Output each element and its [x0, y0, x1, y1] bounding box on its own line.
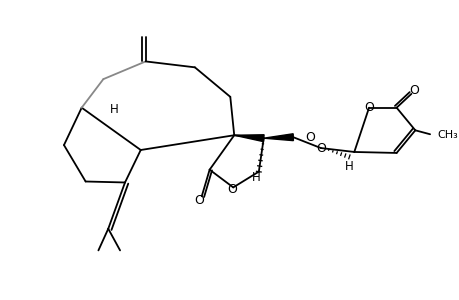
Text: O: O	[304, 131, 314, 144]
Text: CH₃: CH₃	[436, 130, 457, 140]
Text: O: O	[227, 183, 237, 196]
Text: O: O	[315, 142, 325, 154]
Polygon shape	[234, 135, 263, 142]
Text: O: O	[409, 84, 418, 98]
Text: H: H	[110, 103, 118, 116]
Text: O: O	[364, 101, 373, 114]
Polygon shape	[263, 134, 293, 141]
Text: H: H	[344, 160, 353, 173]
Text: H: H	[251, 171, 260, 184]
Text: O: O	[193, 194, 203, 207]
